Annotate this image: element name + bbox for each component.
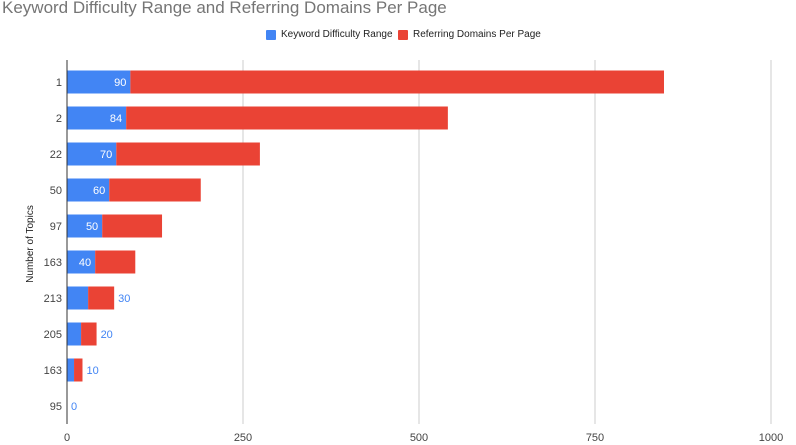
legend-label-referring-domains: Referring Domains Per Page: [413, 29, 541, 40]
bar-referring-domains: [88, 286, 115, 310]
bar-keyword-difficulty: [67, 322, 82, 346]
y-tick-label: 163: [44, 257, 62, 269]
bar-referring-domains: [109, 178, 201, 202]
data-label: 60: [93, 185, 105, 197]
data-label: 0: [71, 401, 77, 413]
y-tick-label: 213: [44, 293, 62, 305]
legend-item-referring-domains[interactable]: Referring Domains Per Page: [398, 29, 541, 40]
bar-referring-domains: [74, 358, 83, 382]
chart-title: Keyword Difficulty Range and Referring D…: [2, 0, 447, 17]
legend-swatch-referring-domains: [398, 29, 408, 40]
x-tick-label: 1000: [759, 432, 783, 444]
x-tick-label: 500: [410, 432, 428, 444]
data-label: 20: [101, 329, 113, 341]
bar-keyword-difficulty: [67, 178, 110, 202]
data-label: 70: [100, 149, 112, 161]
y-tick-label: 2: [56, 113, 62, 125]
y-tick-label: 97: [50, 221, 62, 233]
y-tick-label: 1: [56, 77, 62, 89]
data-label: 50: [86, 221, 98, 233]
y-tick-label: 22: [50, 149, 62, 161]
y-tick-label: 163: [44, 365, 62, 377]
legend-swatch-keyword-difficulty: [266, 29, 276, 40]
data-label: 10: [86, 365, 98, 377]
bar-keyword-difficulty: [67, 250, 96, 274]
bar-referring-domains: [130, 70, 664, 94]
x-tick-label: 750: [586, 432, 604, 444]
legend-label-keyword-difficulty: Keyword Difficulty Range: [281, 29, 393, 40]
x-tick-label: 250: [234, 432, 252, 444]
x-tick-label: 0: [64, 432, 70, 444]
bar-keyword-difficulty: [67, 70, 131, 94]
data-label: 84: [110, 113, 122, 125]
y-tick-label: 95: [50, 401, 62, 413]
bar-referring-domains: [102, 214, 163, 238]
y-tick-label: 205: [44, 329, 62, 341]
bar-referring-domains: [126, 106, 448, 130]
legend: Keyword Difficulty Range Referring Domai…: [0, 29, 796, 45]
bar-referring-domains: [116, 142, 260, 166]
y-axis-title: Number of Topics: [25, 205, 36, 283]
bar-referring-domains: [81, 322, 97, 346]
bar-keyword-difficulty: [67, 286, 89, 310]
data-label: 30: [118, 293, 130, 305]
bar-referring-domains: [95, 250, 136, 274]
data-label: 40: [79, 257, 91, 269]
legend-item-keyword-difficulty[interactable]: Keyword Difficulty Range: [266, 29, 393, 40]
bar-keyword-difficulty: [67, 106, 127, 130]
bar-keyword-difficulty: [67, 214, 103, 238]
data-label: 90: [114, 77, 126, 89]
bar-keyword-difficulty: [67, 358, 75, 382]
y-tick-label: 50: [50, 185, 62, 197]
bar-keyword-difficulty: [67, 142, 117, 166]
